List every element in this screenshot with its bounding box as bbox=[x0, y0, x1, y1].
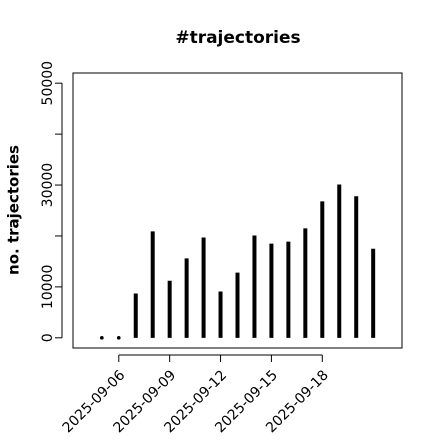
bar bbox=[116, 336, 121, 340]
chart-title: #trajectories bbox=[175, 28, 300, 48]
y-tick-label: 50000 bbox=[40, 61, 56, 106]
y-tick-label: 30000 bbox=[40, 163, 56, 208]
y-axis-label: no. trajectories bbox=[5, 145, 23, 275]
y-tick-label: 0 bbox=[40, 333, 56, 342]
bar bbox=[100, 336, 104, 340]
plot-box bbox=[72, 72, 403, 349]
y-tick-label: 10000 bbox=[40, 265, 56, 310]
